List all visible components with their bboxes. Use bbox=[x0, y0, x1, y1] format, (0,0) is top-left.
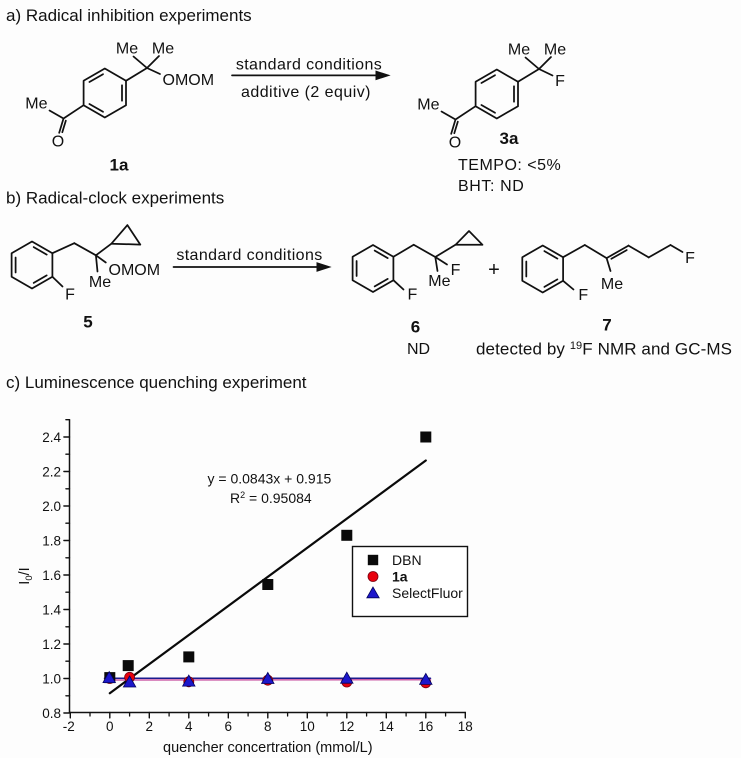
svg-text:OMOM: OMOM bbox=[109, 262, 161, 279]
svg-text:1a: 1a bbox=[110, 156, 129, 175]
svg-text:Me: Me bbox=[152, 41, 174, 58]
svg-text:standard conditions: standard conditions bbox=[236, 56, 382, 73]
svg-text:Me: Me bbox=[25, 96, 47, 113]
svg-text:DBN: DBN bbox=[392, 552, 422, 568]
svg-text:F: F bbox=[65, 287, 75, 304]
svg-text:2.2: 2.2 bbox=[42, 464, 61, 479]
svg-text:additive (2 equiv): additive (2 equiv) bbox=[241, 84, 371, 101]
svg-text:a) Radical inhibition experime: a) Radical inhibition experiments bbox=[6, 6, 252, 25]
svg-text:0: 0 bbox=[106, 719, 114, 734]
svg-text:8: 8 bbox=[264, 719, 272, 734]
svg-text:quencher concertration (mmol/L: quencher concertration (mmol/L) bbox=[163, 740, 373, 756]
svg-text:Me: Me bbox=[417, 97, 439, 114]
svg-text:6: 6 bbox=[411, 318, 420, 337]
svg-text:Me: Me bbox=[116, 41, 138, 58]
svg-text:6: 6 bbox=[225, 719, 233, 734]
svg-text:ND: ND bbox=[407, 341, 430, 358]
svg-text:BHT: ND: BHT: ND bbox=[458, 178, 524, 195]
svg-text:I0/I: I0/I bbox=[17, 567, 35, 584]
svg-text:F: F bbox=[555, 73, 565, 90]
svg-text:1.0: 1.0 bbox=[42, 671, 61, 686]
svg-text:SelectFluor: SelectFluor bbox=[392, 585, 463, 601]
svg-text:Me: Me bbox=[508, 42, 530, 59]
svg-text:-2: -2 bbox=[63, 719, 75, 734]
svg-text:detected by 19F NMR and GC-MS: detected by 19F NMR and GC-MS bbox=[476, 340, 732, 359]
svg-text:2.4: 2.4 bbox=[42, 430, 61, 445]
svg-text:R2 = 0.95084: R2 = 0.95084 bbox=[230, 490, 312, 506]
svg-text:5: 5 bbox=[83, 313, 92, 332]
svg-text:1.6: 1.6 bbox=[42, 568, 61, 583]
svg-text:3a: 3a bbox=[500, 129, 519, 148]
svg-text:2: 2 bbox=[146, 719, 154, 734]
svg-text:F: F bbox=[408, 287, 418, 304]
svg-text:16: 16 bbox=[418, 719, 433, 734]
svg-text:1a: 1a bbox=[392, 569, 408, 585]
svg-text:TEMPO: <5%: TEMPO: <5% bbox=[458, 157, 561, 174]
svg-text:+: + bbox=[488, 259, 500, 281]
svg-text:OMOM: OMOM bbox=[163, 72, 215, 89]
svg-text:y = 0.0843x + 0.915: y = 0.0843x + 0.915 bbox=[208, 471, 332, 487]
svg-text:12: 12 bbox=[339, 719, 354, 734]
svg-text:F: F bbox=[578, 287, 588, 304]
svg-text:1.8: 1.8 bbox=[42, 533, 61, 548]
svg-text:14: 14 bbox=[379, 719, 395, 734]
svg-text:1.2: 1.2 bbox=[42, 637, 61, 652]
svg-text:18: 18 bbox=[458, 719, 473, 734]
svg-text:O: O bbox=[449, 135, 461, 152]
svg-text:Me: Me bbox=[89, 274, 111, 291]
svg-text:0.8: 0.8 bbox=[42, 706, 61, 721]
svg-text:standard conditions: standard conditions bbox=[176, 247, 322, 264]
svg-text:7: 7 bbox=[602, 316, 611, 335]
svg-text:b) Radical-clock experiments: b) Radical-clock experiments bbox=[6, 189, 224, 208]
svg-text:O: O bbox=[52, 134, 64, 151]
svg-text:4: 4 bbox=[185, 719, 193, 734]
svg-text:1.4: 1.4 bbox=[42, 602, 61, 617]
svg-text:Me: Me bbox=[544, 42, 566, 59]
svg-text:c) Luminescence quenching expe: c) Luminescence quenching experiment bbox=[6, 373, 307, 392]
svg-text:2.0: 2.0 bbox=[42, 499, 61, 514]
svg-text:Me: Me bbox=[601, 276, 623, 293]
svg-text:F: F bbox=[451, 262, 461, 279]
svg-text:10: 10 bbox=[300, 719, 315, 734]
svg-text:F: F bbox=[685, 250, 695, 267]
svg-text:Me: Me bbox=[428, 273, 450, 290]
